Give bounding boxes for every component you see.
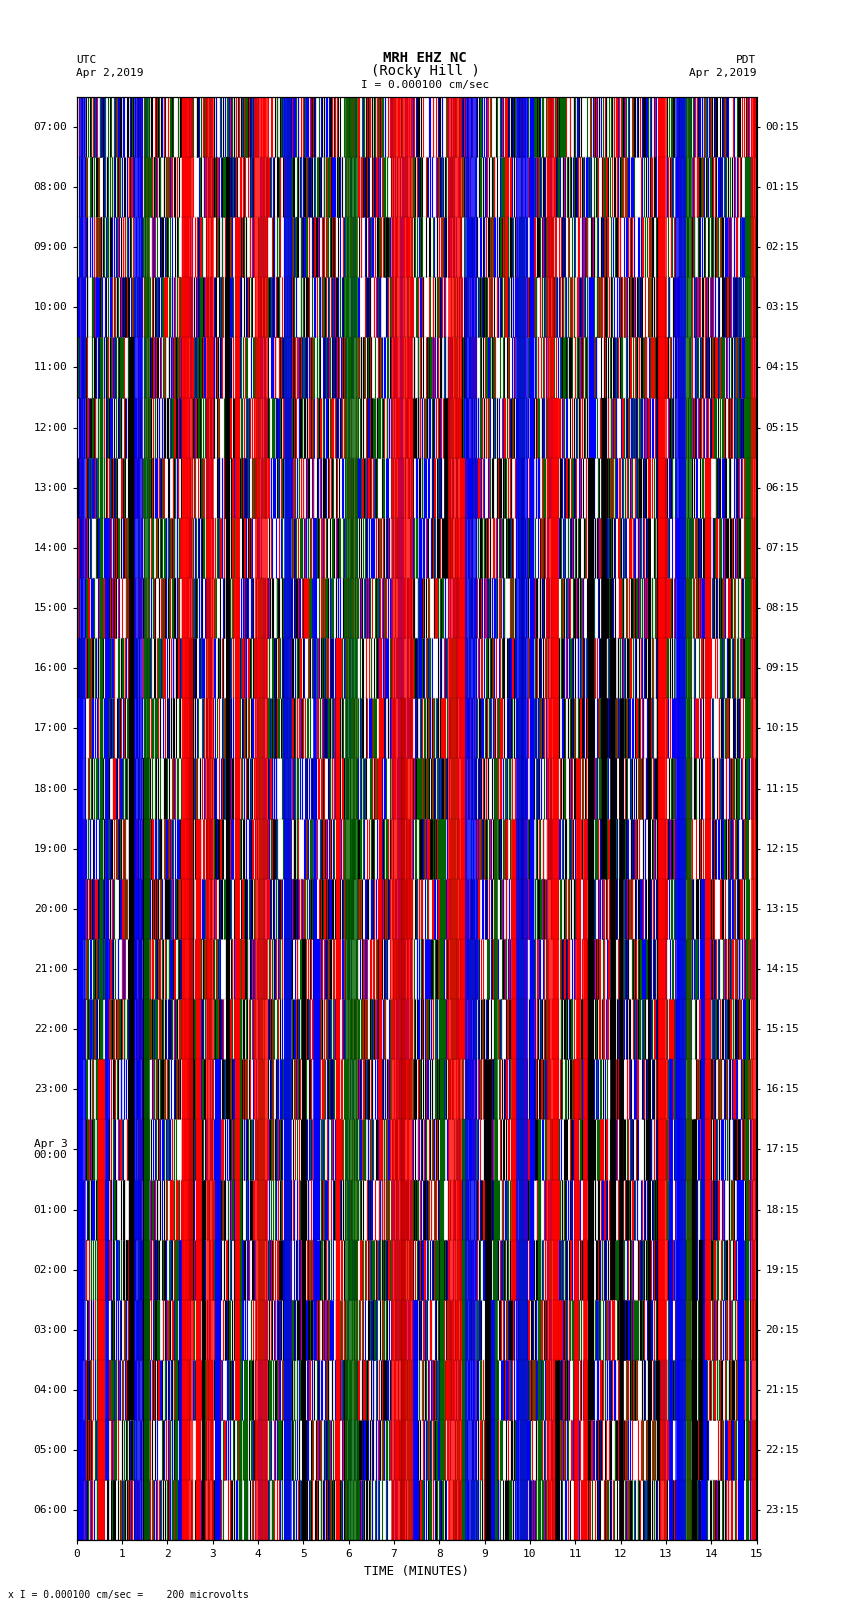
Text: MRH EHZ NC: MRH EHZ NC xyxy=(383,52,467,65)
Text: PDT: PDT xyxy=(736,55,756,65)
X-axis label: TIME (MINUTES): TIME (MINUTES) xyxy=(364,1565,469,1578)
Text: Apr 2,2019: Apr 2,2019 xyxy=(689,68,756,77)
Text: Apr 2,2019: Apr 2,2019 xyxy=(76,68,144,77)
Text: I = 0.000100 cm/sec: I = 0.000100 cm/sec xyxy=(361,79,489,90)
Text: (Rocky Hill ): (Rocky Hill ) xyxy=(371,65,479,77)
Text: UTC: UTC xyxy=(76,55,97,65)
Text: x I = 0.000100 cm/sec =    200 microvolts: x I = 0.000100 cm/sec = 200 microvolts xyxy=(8,1590,249,1600)
